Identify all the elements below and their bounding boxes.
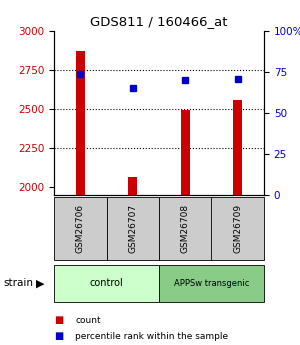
Bar [76, 51, 85, 195]
Text: strain: strain [3, 278, 33, 288]
Text: GSM26708: GSM26708 [181, 204, 190, 253]
Bar [233, 100, 242, 195]
Text: ■: ■ [54, 315, 63, 325]
Text: GSM26707: GSM26707 [128, 204, 137, 253]
Bar [128, 177, 137, 195]
Text: GSM26709: GSM26709 [233, 204, 242, 253]
Text: percentile rank within the sample: percentile rank within the sample [75, 332, 228, 341]
Text: GDS811 / 160466_at: GDS811 / 160466_at [90, 16, 228, 29]
Text: GSM26706: GSM26706 [76, 204, 85, 253]
Text: control: control [90, 278, 123, 288]
Text: count: count [75, 316, 100, 325]
Text: ▶: ▶ [36, 278, 45, 288]
Text: APPSw transgenic: APPSw transgenic [174, 279, 249, 288]
Text: ■: ■ [54, 332, 63, 341]
Bar [181, 110, 190, 195]
